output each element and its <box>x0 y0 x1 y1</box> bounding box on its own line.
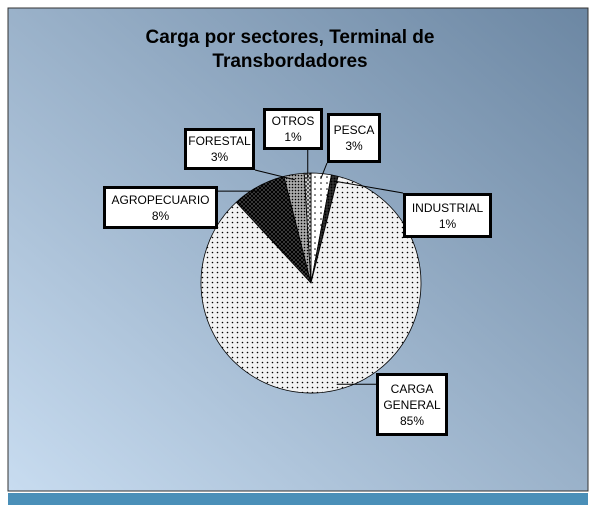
label-value: 3% <box>345 139 363 153</box>
data-label: PESCA 3% <box>327 113 381 163</box>
label-value: 1% <box>284 130 302 144</box>
data-label: OTROS 1% <box>263 108 323 150</box>
bottom-bar <box>8 493 588 505</box>
label-value: 8% <box>151 208 170 223</box>
data-label: CARGA GENERAL 85% <box>376 373 448 436</box>
pie <box>200 172 422 394</box>
label-category: PESCA <box>333 123 375 137</box>
label-value: 1% <box>438 216 457 231</box>
data-label: FORESTAL 3% <box>184 128 255 170</box>
label-category: AGROPECUARIO <box>111 192 210 207</box>
data-label: INDUSTRIAL 1% <box>403 193 492 238</box>
label-value: 3% <box>210 150 229 164</box>
label-category: INDUSTRIAL <box>411 200 484 215</box>
label-category: FORESTAL <box>188 134 251 148</box>
leader-line <box>254 169 295 181</box>
data-label: AGROPECUARIO 8% <box>103 186 218 229</box>
leader-line <box>320 162 328 180</box>
leader-line <box>333 180 404 194</box>
label-category: OTROS <box>271 114 315 128</box>
label-category: CARGA GENERAL <box>383 381 441 412</box>
leaders <box>218 150 404 385</box>
label-value: 85% <box>399 413 425 428</box>
chart-title: Carga por sectores, Terminal de Transbor… <box>145 27 435 72</box>
